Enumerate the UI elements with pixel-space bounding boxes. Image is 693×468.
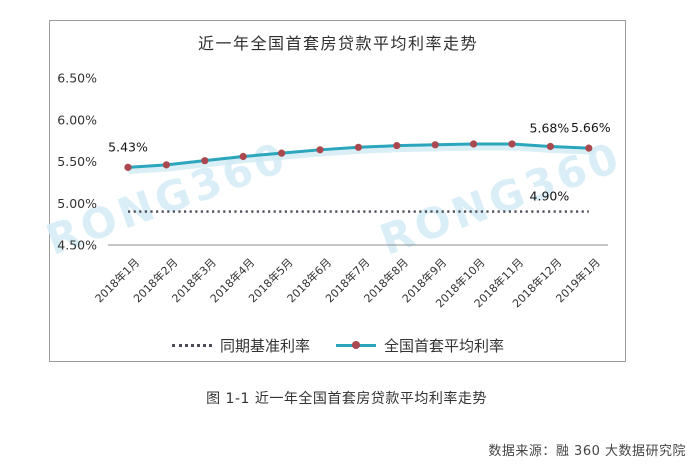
legend-item-average-rate: 全国首套平均利率 xyxy=(336,335,504,356)
marker-dot-icon xyxy=(352,341,360,349)
y-axis-tick-label: 5.00% xyxy=(57,196,97,211)
average-rate-data-point xyxy=(201,157,209,165)
chart-legend: 同期基准利率 全国首套平均利率 xyxy=(49,335,627,356)
data-label: 5.43% xyxy=(108,139,148,154)
data-label: 4.90% xyxy=(530,189,570,204)
y-axis-tick-label: 5.50% xyxy=(57,154,97,169)
dotted-line-swatch-icon xyxy=(171,343,212,347)
chart-title: 近一年全国首套房贷款平均利率走势 xyxy=(197,34,478,53)
y-axis-tick-label: 6.00% xyxy=(57,112,97,127)
data-source: 数据来源：融 360 大数据研究院 xyxy=(488,444,686,459)
data-label: 5.68% xyxy=(530,120,570,135)
average-rate-data-point xyxy=(278,149,286,157)
average-rate-data-point xyxy=(239,152,247,161)
average-rate-data-point xyxy=(124,163,132,171)
average-rate-data-point xyxy=(354,143,362,151)
figure-caption: 图 1-1 近一年全国首套房贷款平均利率走势 xyxy=(206,391,487,407)
average-rate-data-point xyxy=(470,140,478,148)
average-rate-data-point xyxy=(393,142,401,150)
legend-label-benchmark: 同期基准利率 xyxy=(219,336,310,355)
average-rate-data-point xyxy=(546,142,555,151)
average-rate-data-point xyxy=(585,144,593,152)
average-rate-data-point xyxy=(162,161,170,169)
average-rate-line-glow xyxy=(127,144,595,174)
line-marker-swatch-icon xyxy=(336,341,376,349)
y-axis-tick-label: 4.50% xyxy=(57,238,97,253)
chart-panel xyxy=(49,20,626,362)
legend-item-benchmark: 同期基准利率 xyxy=(171,335,310,356)
average-rate-data-point xyxy=(431,141,439,149)
legend-label-average-rate: 全国首套平均利率 xyxy=(384,336,505,355)
data-label: 5.66% xyxy=(571,120,611,135)
average-rate-data-point xyxy=(508,140,516,148)
average-rate-data-point xyxy=(316,146,324,154)
y-axis-tick-label: 6.50% xyxy=(57,71,97,86)
